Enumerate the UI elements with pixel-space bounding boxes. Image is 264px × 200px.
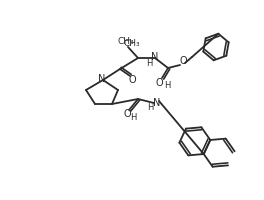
Text: CH₃: CH₃ [118, 36, 134, 46]
Text: H: H [147, 102, 153, 112]
Text: O: O [155, 78, 163, 88]
Text: N: N [98, 74, 106, 84]
Text: N: N [151, 52, 159, 62]
Text: N: N [153, 98, 161, 108]
Text: CH₃: CH₃ [123, 38, 140, 47]
Text: O: O [123, 109, 131, 119]
Text: H: H [164, 80, 170, 90]
Text: H: H [146, 58, 152, 68]
Text: O: O [128, 75, 136, 85]
Text: H: H [130, 114, 136, 122]
Text: O: O [179, 56, 187, 66]
